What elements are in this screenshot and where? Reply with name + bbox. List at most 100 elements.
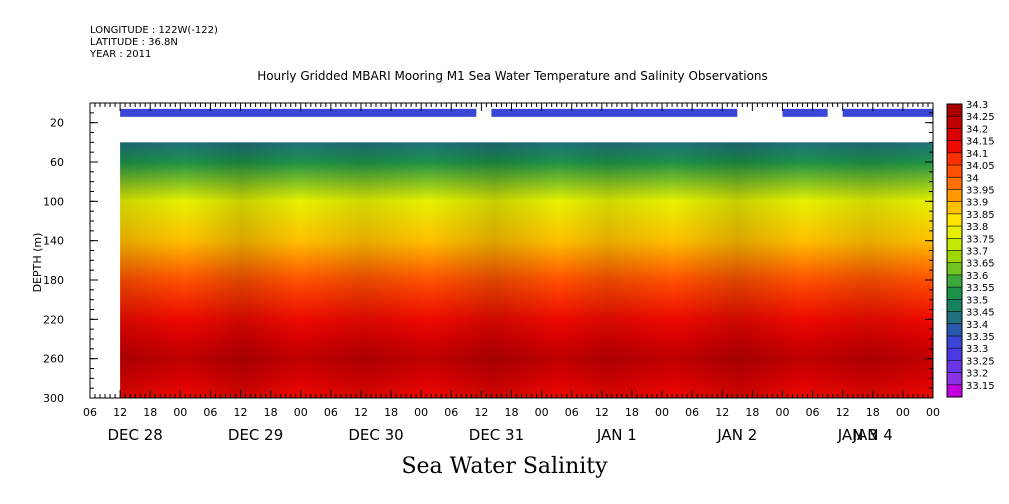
x-tick-label: 00 — [294, 406, 308, 419]
x-tick-label: 06 — [685, 406, 699, 419]
colorbar-label: 34.15 — [966, 137, 995, 148]
colorbar-swatch — [947, 323, 962, 336]
y-tick-label: 180 — [43, 274, 64, 287]
x-tick-label: 18 — [143, 406, 157, 419]
x-tick-label: 18 — [866, 406, 880, 419]
x-day-label: DEC 31 — [469, 426, 524, 444]
x-tick-label: 18 — [505, 406, 519, 419]
y-tick-label: 260 — [43, 353, 64, 366]
surface-salinity-segment — [782, 108, 828, 117]
colorbar-swatch — [947, 177, 962, 190]
x-day-label: DEC 29 — [228, 426, 283, 444]
colorbar-label: 33.8 — [966, 222, 988, 233]
x-tick-label: 06 — [444, 406, 458, 419]
colorbar-swatch — [947, 104, 962, 117]
x-day-label: DEC 28 — [107, 426, 162, 444]
colorbar-label: 33.7 — [966, 247, 988, 258]
colorbar-label: 33.4 — [966, 320, 988, 331]
y-tick-label: 20 — [50, 117, 64, 130]
x-tick-label: 00 — [655, 406, 669, 419]
colorbar-label: 33.6 — [966, 271, 988, 282]
colorbar-label: 34.1 — [966, 149, 988, 160]
colorbar-swatch — [947, 384, 962, 397]
surface-salinity-segment — [842, 108, 933, 117]
x-tick-label: 18 — [264, 406, 278, 419]
colorbar: 34.334.2534.234.1534.134.053433.9533.933… — [946, 100, 995, 398]
colorbar-label: 33.95 — [966, 185, 995, 196]
x-day-label: JAN 4 — [852, 426, 893, 444]
year-label: YEAR : 2011 — [90, 49, 152, 60]
colorbar-label: 34.05 — [966, 161, 995, 172]
chart-footer-title: Sea Water Salinity — [401, 454, 608, 479]
colorbar-label: 33.2 — [966, 369, 988, 380]
colorbar-swatch — [947, 165, 962, 178]
colorbar-label: 33.25 — [966, 356, 995, 367]
x-tick-label: 12 — [474, 406, 488, 419]
x-tick-label: 00 — [414, 406, 428, 419]
colorbar-swatch — [947, 262, 962, 275]
x-day-label: DEC 30 — [348, 426, 403, 444]
colorbar-label: 33.35 — [966, 332, 995, 343]
colorbar-swatch — [947, 152, 962, 166]
x-tick-label: 18 — [625, 406, 639, 419]
colorbar-swatch — [947, 348, 962, 361]
colorbar-swatch — [947, 360, 962, 373]
colorbar-label: 33.55 — [966, 283, 995, 294]
x-tick-label: 06 — [83, 406, 97, 419]
colorbar-label: 33.15 — [966, 381, 995, 392]
chart-title: Hourly Gridded MBARI Mooring M1 Sea Wate… — [257, 69, 768, 83]
colorbar-swatch — [947, 335, 962, 349]
colorbar-swatch — [947, 238, 962, 251]
colorbar-label: 33.65 — [966, 259, 995, 270]
colorbar-swatch — [947, 201, 962, 214]
colorbar-swatch — [947, 189, 962, 202]
x-tick-label: 18 — [745, 406, 759, 419]
x-day-label: JAN 2 — [716, 426, 757, 444]
x-tick-label: 00 — [775, 406, 789, 419]
colorbar-swatch — [947, 250, 962, 263]
colorbar-swatch — [947, 274, 962, 288]
colorbar-label: 34 — [966, 173, 979, 184]
colorbar-swatch — [947, 299, 962, 312]
y-tick-label: 60 — [50, 156, 64, 169]
x-tick-label: 12 — [715, 406, 729, 419]
x-tick-label: 06 — [324, 406, 338, 419]
colorbar-swatch — [947, 116, 962, 129]
salinity-variation-shade — [120, 142, 934, 398]
plot-area — [120, 108, 934, 398]
colorbar-swatch — [947, 128, 962, 141]
x-tick-label: 06 — [806, 406, 820, 419]
x-day-label: JAN 3 — [837, 426, 878, 444]
surface-salinity-segment — [120, 108, 477, 117]
x-tick-label: 12 — [113, 406, 127, 419]
x-tick-label: 18 — [384, 406, 398, 419]
longitude-label: LONGITUDE : 122W(-122) — [90, 25, 218, 36]
colorbar-label: 33.45 — [966, 308, 995, 319]
colorbar-swatch — [947, 372, 962, 385]
x-tick-label: 00 — [535, 406, 549, 419]
x-tick-label: 12 — [234, 406, 248, 419]
x-tick-label: 00 — [896, 406, 910, 419]
x-tick-label: 12 — [836, 406, 850, 419]
colorbar-label: 34.3 — [966, 100, 988, 111]
colorbar-label: 33.5 — [966, 295, 988, 306]
x-tick-label: 06 — [203, 406, 217, 419]
x-tick-label: 06 — [565, 406, 579, 419]
colorbar-swatch — [947, 311, 962, 324]
colorbar-label: 34.25 — [966, 112, 995, 123]
surface-salinity-segment — [491, 108, 738, 117]
x-tick-label: 12 — [354, 406, 368, 419]
y-tick-label: 300 — [43, 392, 64, 405]
axes: 20 60 100 140 180 220 260 300 06 12 18 00 06 12 18 00 06… — [43, 102, 940, 444]
x-day-label: JAN 1 — [596, 426, 637, 444]
colorbar-label: 33.9 — [966, 198, 988, 209]
y-tick-label: 140 — [43, 235, 64, 248]
colorbar-label: 33.85 — [966, 210, 995, 221]
y-tick-label: 100 — [43, 195, 64, 208]
x-tick-label: 12 — [595, 406, 609, 419]
colorbar-label: 34.2 — [966, 124, 988, 135]
colorbar-swatch — [947, 226, 962, 239]
y-tick-label: 220 — [43, 313, 64, 326]
colorbar-label: 33.3 — [966, 344, 988, 355]
